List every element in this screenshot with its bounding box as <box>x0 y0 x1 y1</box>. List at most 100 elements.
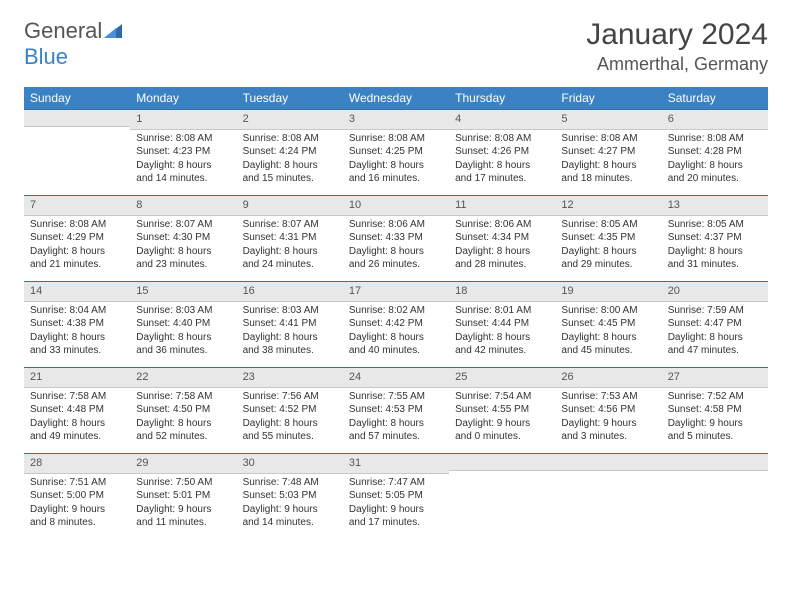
sunrise-text: Sunrise: 8:02 AM <box>349 304 443 318</box>
sunrise-text: Sunrise: 8:08 AM <box>243 132 337 146</box>
daylight-text: Daylight: 8 hours and 17 minutes. <box>455 159 549 186</box>
sunset-text: Sunset: 4:42 PM <box>349 317 443 331</box>
sunset-text: Sunset: 5:00 PM <box>30 489 124 503</box>
daylight-text: Daylight: 8 hours and 36 minutes. <box>136 331 230 358</box>
daylight-text: Daylight: 8 hours and 21 minutes. <box>30 245 124 272</box>
sunset-text: Sunset: 4:48 PM <box>30 403 124 417</box>
day-number: 19 <box>555 281 661 302</box>
daylight-text: Daylight: 9 hours and 5 minutes. <box>668 417 762 444</box>
sunrise-text: Sunrise: 7:48 AM <box>243 476 337 490</box>
weekday-header: Monday <box>130 87 236 109</box>
daylight-text: Daylight: 8 hours and 23 minutes. <box>136 245 230 272</box>
calendar-day-cell <box>555 453 661 539</box>
day-body: Sunrise: 8:08 AMSunset: 4:29 PMDaylight:… <box>24 216 130 278</box>
day-body: Sunrise: 8:01 AMSunset: 4:44 PMDaylight:… <box>449 302 555 364</box>
sunrise-text: Sunrise: 7:47 AM <box>349 476 443 490</box>
sunrise-text: Sunrise: 7:56 AM <box>243 390 337 404</box>
daylight-text: Daylight: 8 hours and 14 minutes. <box>136 159 230 186</box>
calendar-week-row: 7Sunrise: 8:08 AMSunset: 4:29 PMDaylight… <box>24 195 768 281</box>
calendar-day-cell: 24Sunrise: 7:55 AMSunset: 4:53 PMDayligh… <box>343 367 449 453</box>
sunrise-text: Sunrise: 8:08 AM <box>30 218 124 232</box>
day-number: 1 <box>130 109 236 130</box>
sunset-text: Sunset: 5:03 PM <box>243 489 337 503</box>
day-body: Sunrise: 7:59 AMSunset: 4:47 PMDaylight:… <box>662 302 768 364</box>
sunset-text: Sunset: 4:25 PM <box>349 145 443 159</box>
sunrise-text: Sunrise: 8:07 AM <box>243 218 337 232</box>
calendar-day-cell: 17Sunrise: 8:02 AMSunset: 4:42 PMDayligh… <box>343 281 449 367</box>
sunset-text: Sunset: 4:30 PM <box>136 231 230 245</box>
sunset-text: Sunset: 4:38 PM <box>30 317 124 331</box>
sunset-text: Sunset: 4:58 PM <box>668 403 762 417</box>
day-number: 21 <box>24 367 130 388</box>
daylight-text: Daylight: 8 hours and 28 minutes. <box>455 245 549 272</box>
calendar-day-cell: 21Sunrise: 7:58 AMSunset: 4:48 PMDayligh… <box>24 367 130 453</box>
calendar-day-cell <box>449 453 555 539</box>
day-body: Sunrise: 8:08 AMSunset: 4:23 PMDaylight:… <box>130 130 236 192</box>
daylight-text: Daylight: 8 hours and 47 minutes. <box>668 331 762 358</box>
day-body: Sunrise: 7:48 AMSunset: 5:03 PMDaylight:… <box>237 474 343 536</box>
daylight-text: Daylight: 8 hours and 55 minutes. <box>243 417 337 444</box>
daylight-text: Daylight: 9 hours and 0 minutes. <box>455 417 549 444</box>
logo-text: GeneralBlue <box>24 18 122 70</box>
sunset-text: Sunset: 4:37 PM <box>668 231 762 245</box>
day-body: Sunrise: 7:53 AMSunset: 4:56 PMDaylight:… <box>555 388 661 450</box>
day-number: 18 <box>449 281 555 302</box>
day-number: 3 <box>343 109 449 130</box>
calendar-day-cell: 29Sunrise: 7:50 AMSunset: 5:01 PMDayligh… <box>130 453 236 539</box>
sunrise-text: Sunrise: 7:51 AM <box>30 476 124 490</box>
daylight-text: Daylight: 8 hours and 38 minutes. <box>243 331 337 358</box>
sunrise-text: Sunrise: 8:06 AM <box>349 218 443 232</box>
daylight-text: Daylight: 8 hours and 40 minutes. <box>349 331 443 358</box>
day-body: Sunrise: 8:02 AMSunset: 4:42 PMDaylight:… <box>343 302 449 364</box>
day-number: 26 <box>555 367 661 388</box>
day-body: Sunrise: 8:03 AMSunset: 4:41 PMDaylight:… <box>237 302 343 364</box>
sunset-text: Sunset: 4:29 PM <box>30 231 124 245</box>
day-body: Sunrise: 8:08 AMSunset: 4:26 PMDaylight:… <box>449 130 555 192</box>
sunset-text: Sunset: 4:45 PM <box>561 317 655 331</box>
logo-accent: Blue <box>24 44 68 69</box>
day-body: Sunrise: 8:06 AMSunset: 4:33 PMDaylight:… <box>343 216 449 278</box>
sunset-text: Sunset: 4:47 PM <box>668 317 762 331</box>
daylight-text: Daylight: 8 hours and 24 minutes. <box>243 245 337 272</box>
sunrise-text: Sunrise: 8:08 AM <box>561 132 655 146</box>
calendar-day-cell: 23Sunrise: 7:56 AMSunset: 4:52 PMDayligh… <box>237 367 343 453</box>
day-number: 6 <box>662 109 768 130</box>
calendar-day-cell <box>24 109 130 195</box>
sunset-text: Sunset: 4:35 PM <box>561 231 655 245</box>
daylight-text: Daylight: 8 hours and 42 minutes. <box>455 331 549 358</box>
day-number: 5 <box>555 109 661 130</box>
sunset-text: Sunset: 4:23 PM <box>136 145 230 159</box>
day-body: Sunrise: 8:08 AMSunset: 4:24 PMDaylight:… <box>237 130 343 192</box>
sunset-text: Sunset: 4:26 PM <box>455 145 549 159</box>
sunrise-text: Sunrise: 7:54 AM <box>455 390 549 404</box>
sunrise-text: Sunrise: 7:53 AM <box>561 390 655 404</box>
sunset-text: Sunset: 4:24 PM <box>243 145 337 159</box>
daylight-text: Daylight: 8 hours and 33 minutes. <box>30 331 124 358</box>
sunrise-text: Sunrise: 8:05 AM <box>668 218 762 232</box>
calendar-day-cell: 28Sunrise: 7:51 AMSunset: 5:00 PMDayligh… <box>24 453 130 539</box>
calendar-day-cell: 13Sunrise: 8:05 AMSunset: 4:37 PMDayligh… <box>662 195 768 281</box>
calendar-day-cell: 8Sunrise: 8:07 AMSunset: 4:30 PMDaylight… <box>130 195 236 281</box>
daylight-text: Daylight: 9 hours and 3 minutes. <box>561 417 655 444</box>
daylight-text: Daylight: 8 hours and 26 minutes. <box>349 245 443 272</box>
day-body: Sunrise: 8:08 AMSunset: 4:27 PMDaylight:… <box>555 130 661 192</box>
day-body: Sunrise: 8:04 AMSunset: 4:38 PMDaylight:… <box>24 302 130 364</box>
calendar-day-cell: 12Sunrise: 8:05 AMSunset: 4:35 PMDayligh… <box>555 195 661 281</box>
calendar-day-cell: 31Sunrise: 7:47 AMSunset: 5:05 PMDayligh… <box>343 453 449 539</box>
sunrise-text: Sunrise: 7:50 AM <box>136 476 230 490</box>
calendar-day-cell: 11Sunrise: 8:06 AMSunset: 4:34 PMDayligh… <box>449 195 555 281</box>
day-body: Sunrise: 8:08 AMSunset: 4:28 PMDaylight:… <box>662 130 768 192</box>
calendar-day-cell: 25Sunrise: 7:54 AMSunset: 4:55 PMDayligh… <box>449 367 555 453</box>
page-title: January 2024 <box>586 18 768 52</box>
sunset-text: Sunset: 5:01 PM <box>136 489 230 503</box>
calendar-day-cell: 15Sunrise: 8:03 AMSunset: 4:40 PMDayligh… <box>130 281 236 367</box>
sunrise-text: Sunrise: 8:06 AM <box>455 218 549 232</box>
weekday-header-row: Sunday Monday Tuesday Wednesday Thursday… <box>24 87 768 109</box>
day-number: 17 <box>343 281 449 302</box>
title-block: January 2024 Ammerthal, Germany <box>586 18 768 75</box>
day-number <box>662 453 768 471</box>
logo-main: General <box>24 18 102 43</box>
calendar-day-cell: 1Sunrise: 8:08 AMSunset: 4:23 PMDaylight… <box>130 109 236 195</box>
day-body: Sunrise: 8:08 AMSunset: 4:25 PMDaylight:… <box>343 130 449 192</box>
calendar-day-cell: 18Sunrise: 8:01 AMSunset: 4:44 PMDayligh… <box>449 281 555 367</box>
